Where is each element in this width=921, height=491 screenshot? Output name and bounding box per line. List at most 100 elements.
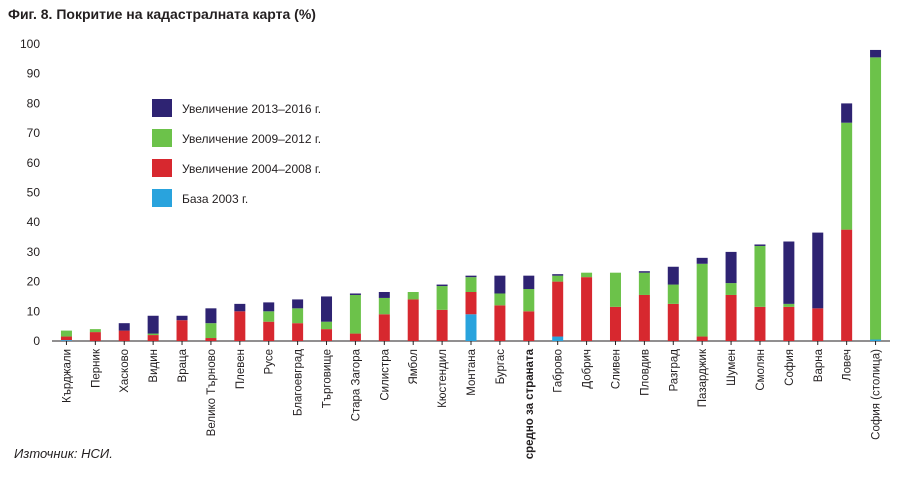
bar-segment: [841, 122, 853, 230]
bar-segment: [638, 271, 650, 273]
bar-segment: [465, 314, 477, 341]
bar-segment: [870, 49, 882, 58]
x-category-label: Варна: [813, 348, 825, 382]
x-category-label: Ямбол: [408, 349, 420, 385]
y-axis: 0 10 20 30 40 50 60 70 80 90 100: [20, 37, 890, 348]
bar-segment: [783, 306, 795, 341]
bar-segment: [321, 296, 333, 322]
bar-segment: [292, 308, 304, 324]
x-category-label: Разград: [668, 349, 680, 392]
bar-segment: [754, 244, 766, 246]
bar-segment: [523, 311, 535, 341]
bar-segment: [552, 274, 564, 276]
bar-segment: [436, 286, 448, 310]
x-category-label: София: [784, 349, 796, 386]
x-category-label: Кюстендил: [437, 349, 449, 408]
x-category-label: Силистра: [379, 348, 391, 400]
x-category-label: Смолян: [755, 349, 767, 391]
bar-segment: [783, 241, 795, 304]
bar-segment: [407, 299, 419, 341]
bar-segment: [812, 232, 824, 309]
bar-segment: [725, 251, 737, 284]
bar-segment: [754, 245, 766, 307]
legend-swatch: [152, 99, 172, 117]
x-category-label: Стара Загора: [350, 348, 362, 421]
bar-segment: [638, 294, 650, 341]
bar-segment: [696, 263, 708, 337]
x-category-label: Търговище: [322, 349, 334, 408]
bar-segment: [523, 275, 535, 290]
bar-segment: [783, 303, 795, 307]
bar-segment: [494, 275, 506, 294]
x-category-label: Враца: [177, 348, 189, 382]
x-category-label: Шумен: [726, 349, 738, 386]
x-category-label: Добрич: [582, 349, 594, 389]
x-category-label: Велико Търново: [206, 349, 218, 436]
bar-segment: [234, 303, 246, 312]
x-category-label: Монтана: [466, 348, 478, 395]
bar-segment: [89, 329, 101, 333]
bar-segment: [321, 329, 333, 341]
legend-swatch: [152, 129, 172, 147]
bar-segment: [523, 289, 535, 312]
bar-segment: [205, 308, 217, 324]
bar-segment: [378, 314, 390, 341]
bar-segment: [494, 293, 506, 306]
bar-segment: [60, 340, 72, 341]
bar-segment: [725, 283, 737, 295]
x-category-label: София (столица): [871, 349, 883, 440]
bar-segment: [60, 330, 72, 337]
bar-segment: [552, 281, 564, 337]
bar-segment: [263, 302, 275, 312]
y-tick-label: 90: [27, 67, 41, 81]
bar-segment: [465, 277, 477, 292]
bar-segment: [638, 272, 650, 295]
bar-segment: [378, 297, 390, 315]
x-category-label: Кърджали: [61, 349, 73, 403]
bar-segment: [378, 291, 390, 298]
bar-segment: [263, 311, 275, 322]
bar-segment: [725, 294, 737, 341]
bar-segment: [176, 320, 188, 341]
x-category-label: Габрово: [553, 349, 565, 393]
bar-segment: [870, 339, 882, 341]
x-category-label: Бургас: [495, 349, 507, 385]
bar-segment: [552, 275, 564, 282]
bar-segment: [60, 336, 72, 341]
bar-segment: [407, 291, 419, 300]
bar-segment: [465, 291, 477, 315]
y-tick-label: 0: [33, 334, 40, 348]
bar-segment: [667, 266, 679, 285]
y-tick-label: 60: [27, 156, 41, 170]
bar-segment: [263, 321, 275, 341]
x-axis-labels: Кърджали Перник Хасково Видин Враца Велико Тъ…: [61, 341, 883, 459]
bar-segment: [118, 323, 130, 331]
y-tick-label: 70: [27, 126, 41, 140]
y-tick-label: 80: [27, 96, 41, 110]
bar-segment: [147, 315, 159, 334]
bar-segment: [234, 311, 246, 341]
bar-segment: [609, 306, 621, 341]
x-category-label: Хасково: [119, 349, 131, 393]
bar-segment: [581, 272, 593, 278]
bar-segment: [147, 333, 159, 336]
bar-segment: [667, 284, 679, 304]
legend-label: Увеличение 2009–2012 г.: [182, 132, 321, 146]
chart-title: Фиг. 8. Покритие на кадастралната карта …: [8, 6, 316, 22]
bar-segment: [841, 229, 853, 341]
bar-segment: [205, 338, 217, 341]
legend-swatch: [152, 189, 172, 207]
x-category-label: Пловдив: [639, 349, 651, 396]
legend: Увеличение 2013–2016 г. Увеличение 2009–2…: [152, 99, 321, 207]
y-tick-label: 30: [27, 245, 41, 259]
x-category-label: Сливен: [610, 349, 622, 389]
bar-segment: [349, 333, 361, 341]
y-tick-label: 100: [20, 37, 40, 51]
y-tick-label: 40: [27, 215, 41, 229]
x-category-label: Благоевград: [293, 349, 305, 416]
bar-segment: [465, 275, 477, 278]
x-category-label: Русе: [264, 349, 276, 374]
bar-segment: [118, 330, 130, 341]
legend-label: Увеличение 2013–2016 г.: [182, 102, 321, 116]
